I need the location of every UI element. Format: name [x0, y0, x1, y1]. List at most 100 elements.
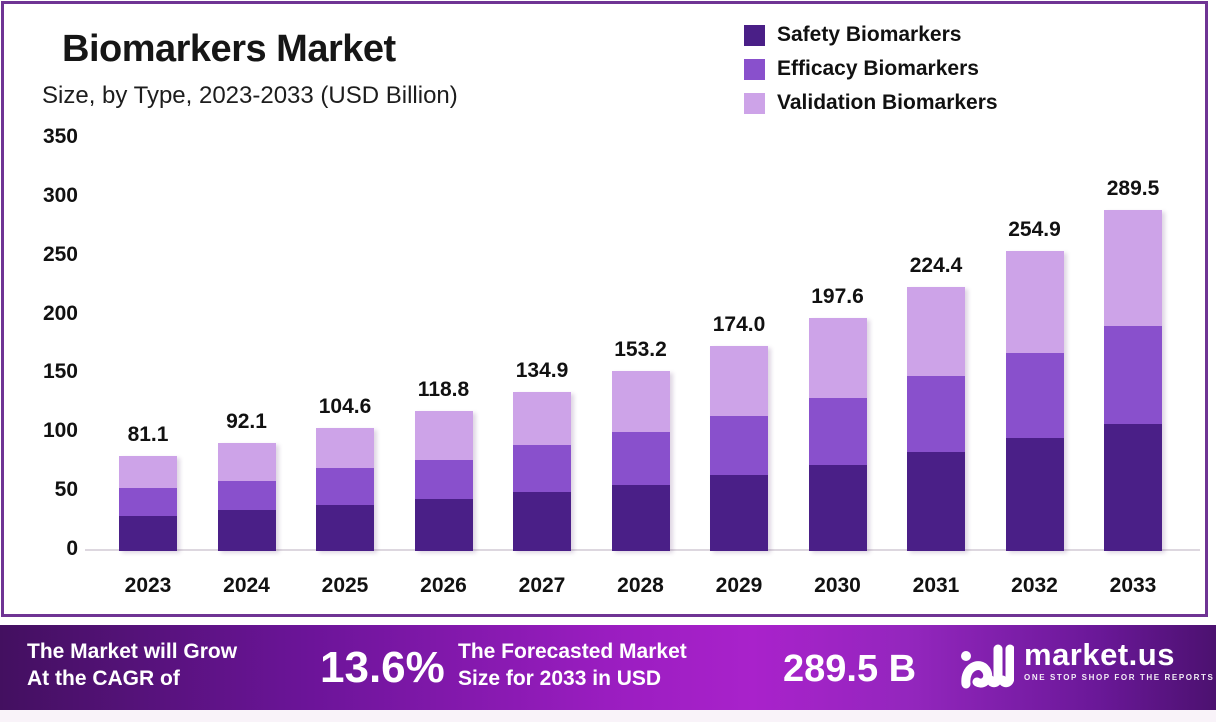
- y-axis-tick-250: 250: [42, 242, 78, 266]
- bar-2027: [513, 392, 571, 551]
- bar-total-label-2033: 289.5: [1106, 177, 1160, 201]
- bar-total-label-2030: 197.6: [811, 285, 864, 309]
- brand-logo: market.us ONE STOP SHOP FOR THE REPORTS: [960, 638, 1214, 689]
- y-axis-tick-200: 200: [42, 301, 78, 325]
- bar-segment-safety: [1104, 423, 1162, 551]
- bottom-strip: [0, 710, 1216, 722]
- bar-segment-efficacy: [316, 468, 374, 506]
- bar-total-label-2026: 118.8: [417, 378, 470, 402]
- y-axis-tick-100: 100: [42, 419, 78, 443]
- legend-item-validation: Validation Biomarkers: [744, 86, 998, 120]
- cagr-caption-line1: The Market will Grow: [27, 640, 238, 663]
- bar-total-label-2031: 224.4: [909, 253, 963, 277]
- bar-segment-validation: [119, 455, 177, 489]
- legend-label: Validation Biomarkers: [777, 91, 998, 114]
- bar-segment-validation: [316, 427, 374, 469]
- bar-total-label-2029: 174.0: [712, 313, 766, 337]
- bar-segment-efficacy: [1104, 325, 1162, 424]
- bar-segment-validation: [414, 411, 473, 460]
- marketus-logo-icon: [961, 644, 1014, 689]
- x-axis-tick-2025: 2025: [321, 574, 369, 597]
- bar-2025: [316, 427, 374, 551]
- legend-label: Safety Biomarkers: [777, 23, 962, 46]
- bar-total-label-2024: 92.1: [226, 409, 267, 433]
- x-axis-tick-2027: 2027: [518, 574, 566, 597]
- bar-segment-efficacy: [414, 459, 473, 500]
- bar-2029: [710, 346, 768, 551]
- bar-segment-safety: [611, 485, 670, 551]
- brand-name: market.us: [1024, 637, 1175, 672]
- bar-segment-safety: [119, 515, 177, 551]
- bar-total-label-2025: 104.6: [318, 394, 372, 418]
- y-axis-tick-350: 350: [42, 125, 78, 148]
- forecast-value: 289.5 B: [783, 648, 917, 690]
- bar-segment-safety: [1005, 437, 1064, 551]
- bar-segment-safety: [316, 505, 374, 551]
- legend-label: Efficacy Biomarkers: [777, 57, 979, 80]
- x-axis-tick-2033: 2033: [1109, 574, 1157, 597]
- bar-total-label-2032: 254.9: [1008, 217, 1061, 241]
- bar-segment-safety: [907, 452, 965, 551]
- bar-2030: [808, 318, 867, 551]
- x-axis-tick-2029: 2029: [715, 574, 763, 597]
- bar-segment-safety: [513, 491, 571, 551]
- brand-text: market.us ONE STOP SHOP FOR THE REPORTS: [1024, 638, 1214, 682]
- x-axis-tick-2028: 2028: [617, 574, 664, 597]
- x-axis-tick-2026: 2026: [420, 574, 467, 597]
- x-axis-tick-2030: 2030: [814, 574, 861, 597]
- bar-2033: [1104, 210, 1162, 551]
- legend-swatch-safety: [744, 24, 765, 46]
- bar-segment-validation: [808, 318, 867, 398]
- cagr-caption-line2: At the CAGR of: [27, 667, 180, 690]
- bar-segment-efficacy: [513, 444, 571, 492]
- bar-segment-validation: [710, 346, 768, 417]
- bar-segment-efficacy: [611, 431, 670, 486]
- bar-segment-safety: [217, 510, 276, 551]
- cagr-value: 13.6%: [320, 643, 445, 692]
- bar-2024: [217, 442, 276, 551]
- brand-tagline: ONE STOP SHOP FOR THE REPORTS: [1024, 673, 1215, 682]
- bar-segment-efficacy: [710, 416, 768, 475]
- bar-total-label-2023: 81.1: [127, 422, 169, 446]
- y-axis-tick-0: 0: [66, 537, 78, 560]
- legend-item-efficacy: Efficacy Biomarkers: [744, 52, 998, 86]
- footer-banner: The Market will Grow At the CAGR of 13.6…: [0, 625, 1216, 710]
- legend-swatch-validation: [744, 92, 765, 114]
- x-axis-tick-2024: 2024: [223, 574, 270, 597]
- legend-swatch-efficacy: [744, 58, 765, 80]
- chart-title: Biomarkers Market: [62, 28, 396, 70]
- bar-segment-safety: [808, 465, 867, 551]
- bar-segment-efficacy: [1005, 352, 1064, 438]
- cagr-caption: The Market will Grow At the CAGR of: [27, 638, 237, 692]
- bar-segment-validation: [1005, 250, 1064, 353]
- y-axis-tick-150: 150: [42, 360, 78, 384]
- forecast-caption-line1: The Forecasted Market: [458, 640, 687, 663]
- x-axis-tick-2023: 2023: [124, 574, 172, 597]
- x-axis-tick-2032: 2032: [1011, 574, 1058, 597]
- bar-segment-efficacy: [217, 480, 276, 511]
- forecast-caption: The Forecasted Market Size for 2033 in U…: [458, 638, 687, 692]
- bar-segment-validation: [217, 442, 276, 481]
- bar-2032: [1005, 250, 1064, 551]
- bar-2028: [611, 370, 670, 551]
- bar-total-label-2028: 153.2: [614, 337, 667, 361]
- y-axis-tick-300: 300: [42, 183, 78, 207]
- bar-segment-efficacy: [907, 375, 965, 453]
- bar-2026: [414, 411, 473, 551]
- forecast-caption-line2: Size for 2033 in USD: [458, 667, 662, 690]
- chart-legend: Safety Biomarkers Efficacy Biomarkers Va…: [744, 18, 998, 120]
- x-axis-tick-2031: 2031: [912, 574, 960, 597]
- chart-subtitle: Size, by Type, 2023-2033 (USD Billion): [42, 82, 458, 109]
- bar-segment-safety: [710, 474, 768, 551]
- bar-2023: [119, 455, 177, 551]
- bar-segment-validation: [513, 392, 571, 445]
- y-axis-tick-50: 50: [54, 478, 78, 502]
- bar-segment-validation: [907, 286, 965, 376]
- bar-segment-validation: [611, 370, 670, 432]
- bar-segment-safety: [414, 499, 473, 551]
- bar-total-label-2027: 134.9: [515, 359, 569, 383]
- bar-segment-validation: [1104, 210, 1162, 326]
- bar-segment-efficacy: [808, 397, 867, 466]
- legend-item-safety: Safety Biomarkers: [744, 18, 998, 52]
